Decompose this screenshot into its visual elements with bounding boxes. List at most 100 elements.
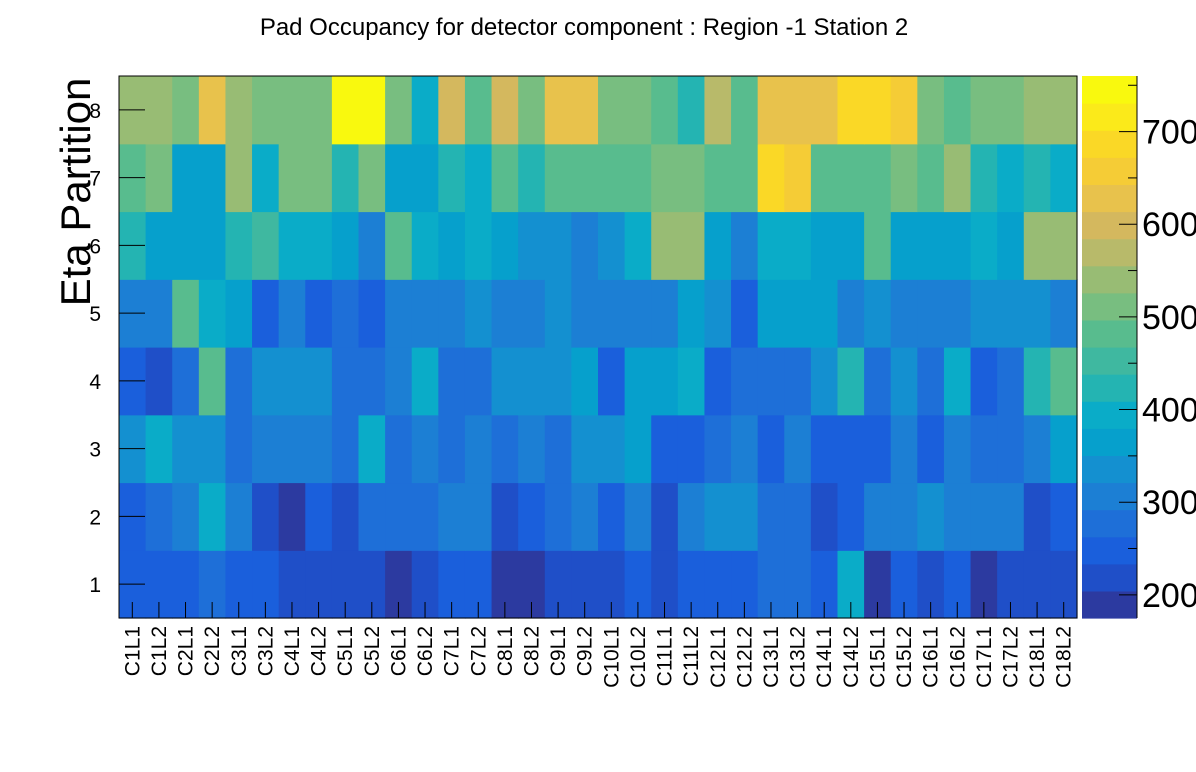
- heatmap-cell: [358, 211, 386, 280]
- heatmap-cell: [810, 347, 839, 416]
- heatmap-cell: [784, 211, 812, 280]
- heatmap-cell: [571, 279, 599, 348]
- x-tick-label: C11L2: [680, 626, 703, 686]
- heatmap-cell: [704, 143, 732, 213]
- y-tick-label: 6: [89, 235, 101, 258]
- heatmap-cell: [385, 414, 413, 484]
- heatmap-cell: [970, 279, 998, 348]
- heatmap-cell: [1023, 143, 1051, 213]
- heatmap-cell: [464, 482, 493, 551]
- x-tick-label: C1L2: [148, 626, 171, 676]
- heatmap-cell: [411, 347, 439, 416]
- heatmap-cell: [544, 211, 572, 280]
- heatmap-cell: [544, 347, 572, 416]
- heatmap-cell: [571, 482, 599, 551]
- heatmap-cell: [305, 211, 333, 280]
- heatmap-cell: [757, 279, 785, 348]
- heatmap-cell: [145, 414, 173, 484]
- heatmap-cell: [411, 482, 439, 551]
- heatmap-cell: [571, 414, 599, 484]
- heatmap-cell: [358, 347, 386, 416]
- heatmap-cell: [598, 414, 626, 484]
- heatmap-cell: [624, 211, 652, 280]
- heatmap-cell: [411, 414, 439, 484]
- heatmap-cell: [1050, 482, 1078, 551]
- color-scale-tick-label: 300: [1142, 484, 1196, 522]
- heatmap-cell: [358, 482, 386, 551]
- x-tick-label: C2L1: [175, 626, 198, 676]
- heatmap-cell: [172, 482, 200, 551]
- heatmap-cell: [438, 211, 466, 280]
- heatmap-cell: [172, 143, 200, 213]
- heatmap-cell: [198, 347, 227, 416]
- heatmap-cell: [438, 347, 466, 416]
- heatmap-cell: [145, 482, 173, 551]
- heatmap-cell: [544, 279, 572, 348]
- color-scale-band: [1082, 292, 1137, 321]
- heatmap-cell: [890, 76, 918, 145]
- heatmap-cell: [677, 279, 706, 348]
- x-tick-label: C8L1: [494, 626, 517, 676]
- heatmap-cell: [943, 279, 972, 348]
- x-tick-label: C16L2: [946, 626, 969, 688]
- heatmap-cell: [491, 347, 519, 416]
- heatmap-cell: [624, 143, 652, 213]
- x-tick-label: C18L1: [1026, 626, 1049, 688]
- heatmap-cell: [970, 482, 998, 551]
- heatmap-cell: [890, 279, 918, 348]
- heatmap-cell: [198, 76, 227, 145]
- heatmap-cell: [464, 76, 493, 145]
- heatmap-cell: [331, 211, 360, 280]
- heatmap-cell: [864, 414, 892, 484]
- x-tick-label: C2L2: [201, 626, 224, 676]
- color-scale-band: [1082, 428, 1137, 456]
- color-scale-band: [1082, 590, 1137, 619]
- heatmap-cell: [784, 414, 812, 484]
- color-scale: [1082, 76, 1138, 619]
- heatmap-cell: [677, 76, 706, 145]
- heatmap-cell: [411, 211, 439, 280]
- heatmap-cell: [305, 76, 333, 145]
- heatmap-cell: [837, 482, 865, 551]
- x-tick-label: C1L1: [121, 626, 144, 676]
- heatmap-cell: [624, 347, 652, 416]
- heatmap-cell: [518, 414, 546, 484]
- heatmap-cell: [518, 211, 546, 280]
- heatmap-cell: [278, 482, 306, 551]
- heatmap-cell: [890, 482, 918, 551]
- heatmap-cell: [145, 76, 173, 145]
- heatmap-cell: [677, 482, 706, 551]
- x-axis-ticks: C1L1 C1L2 C2L1 C2L2 C3L1 C3L2 C4L1 C4L2 C5L1 C5L2…: [121, 602, 1076, 688]
- heatmap-cell: [731, 76, 759, 145]
- heatmap-cell: [598, 76, 626, 145]
- heatmap-cell: [731, 143, 759, 213]
- heatmap-cell: [598, 279, 626, 348]
- heatmap-cell: [970, 143, 998, 213]
- heatmap-cell: [598, 211, 626, 280]
- color-scale-tick-label: 600: [1142, 206, 1196, 244]
- color-scale-band: [1082, 401, 1137, 429]
- color-scale-band: [1082, 238, 1137, 267]
- heatmap-cell: [651, 279, 679, 348]
- x-tick-label: C18L2: [1053, 626, 1076, 688]
- heatmap-cell: [305, 279, 333, 348]
- y-tick-label: 2: [89, 506, 101, 529]
- color-scale-band: [1082, 347, 1137, 375]
- heatmap-cell: [943, 347, 972, 416]
- heatmap-cell: [438, 482, 466, 551]
- x-tick-label: C5L1: [334, 626, 357, 676]
- color-scale-band: [1082, 76, 1137, 104]
- color-scale-band: [1082, 509, 1137, 538]
- x-tick-label: C3L1: [228, 626, 251, 676]
- heatmap-cell: [145, 279, 173, 348]
- heatmap-cell: [571, 143, 599, 213]
- x-tick-label: C10L2: [627, 626, 650, 688]
- heatmap-cell: [518, 279, 546, 348]
- color-scale-tick-label: 500: [1142, 299, 1196, 337]
- heatmap-cell: [331, 482, 360, 551]
- x-tick-label: C11L1: [654, 626, 677, 686]
- heatmap-cell: [890, 211, 918, 280]
- heatmap-cell: [198, 482, 227, 551]
- x-tick-label: C13L2: [787, 626, 810, 688]
- heatmap-cell: [1050, 279, 1078, 348]
